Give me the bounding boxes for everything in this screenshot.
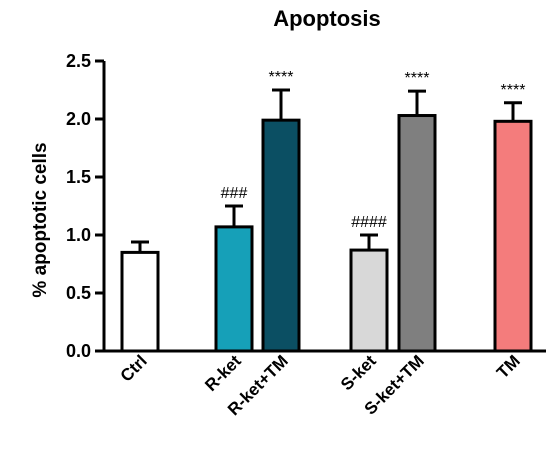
bars: ### **** #### **** **** bbox=[120, 69, 533, 353]
bar-r-ket bbox=[214, 225, 254, 353]
significance-label: **** bbox=[269, 69, 294, 86]
y-tick-label: 2.5 bbox=[66, 51, 91, 71]
bar-ctrl bbox=[120, 250, 160, 353]
significance-label: ### bbox=[221, 185, 248, 202]
significance-label: #### bbox=[351, 214, 387, 231]
y-tick-label: 0.5 bbox=[66, 283, 91, 303]
y-tick-label: 1.0 bbox=[66, 225, 91, 245]
y-tick-label: 0.0 bbox=[66, 341, 91, 361]
y-tick-label: 1.5 bbox=[66, 167, 91, 187]
y-tick-label: 2.0 bbox=[66, 109, 91, 129]
x-tick-label: S-ket bbox=[337, 351, 380, 394]
significance-label: **** bbox=[501, 82, 526, 99]
x-tick-label: Ctrl bbox=[117, 351, 151, 385]
bar-r-ket-tm bbox=[261, 118, 301, 353]
significance-label: **** bbox=[405, 70, 430, 87]
bar-s-ket-tm bbox=[397, 114, 437, 353]
x-tick-label: TM bbox=[493, 351, 524, 382]
bar-tm bbox=[493, 119, 533, 353]
y-axis-label: % apoptotic cells bbox=[30, 142, 51, 297]
bar-s-ket bbox=[349, 248, 389, 353]
y-axis-ticks: 0.0 0.5 1.0 1.5 2.0 2.5 bbox=[66, 51, 104, 361]
chart-title: Apoptosis bbox=[273, 6, 381, 31]
x-tick-label: R-ket bbox=[201, 351, 245, 395]
